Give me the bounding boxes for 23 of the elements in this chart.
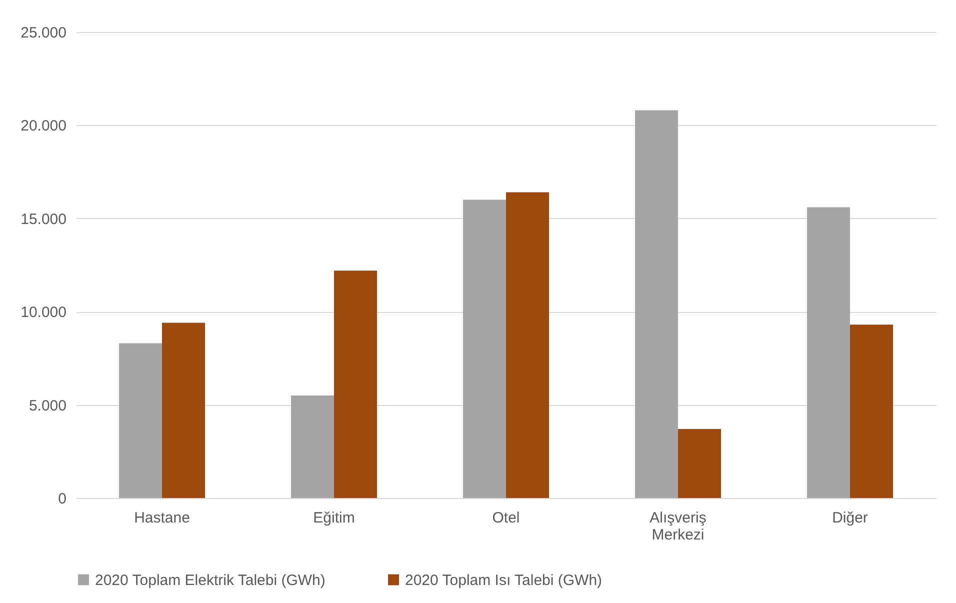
bar bbox=[850, 324, 893, 498]
bar bbox=[807, 207, 850, 498]
bar bbox=[635, 110, 678, 498]
y-tick-label: 25.000 bbox=[20, 24, 66, 42]
y-tick-label: 20.000 bbox=[20, 118, 66, 135]
legend-label: 2020 Toplam Elektrik Talebi (GWh) bbox=[95, 572, 326, 589]
y-tick-label: 0 bbox=[58, 490, 66, 508]
legend-label: 2020 Toplam Isı Talebi (GWh) bbox=[405, 572, 602, 589]
x-tick-label: Hastane bbox=[134, 510, 190, 526]
x-tick-label: Alışveriş Merkezi bbox=[650, 510, 706, 544]
bar bbox=[678, 429, 721, 498]
bar bbox=[119, 343, 162, 498]
bar bbox=[334, 270, 377, 498]
bar bbox=[463, 200, 506, 498]
x-tick-label: Eğitim bbox=[313, 510, 355, 526]
y-tick-label: 10.000 bbox=[20, 304, 66, 322]
y-tick-label: 5.000 bbox=[28, 397, 66, 414]
y-tick-label: 15.000 bbox=[20, 210, 66, 228]
x-tick-label: Otel bbox=[492, 510, 520, 526]
x-tick-label: Diğer bbox=[832, 510, 868, 526]
bar bbox=[291, 395, 334, 498]
bar bbox=[162, 322, 205, 498]
bar bbox=[506, 192, 549, 498]
